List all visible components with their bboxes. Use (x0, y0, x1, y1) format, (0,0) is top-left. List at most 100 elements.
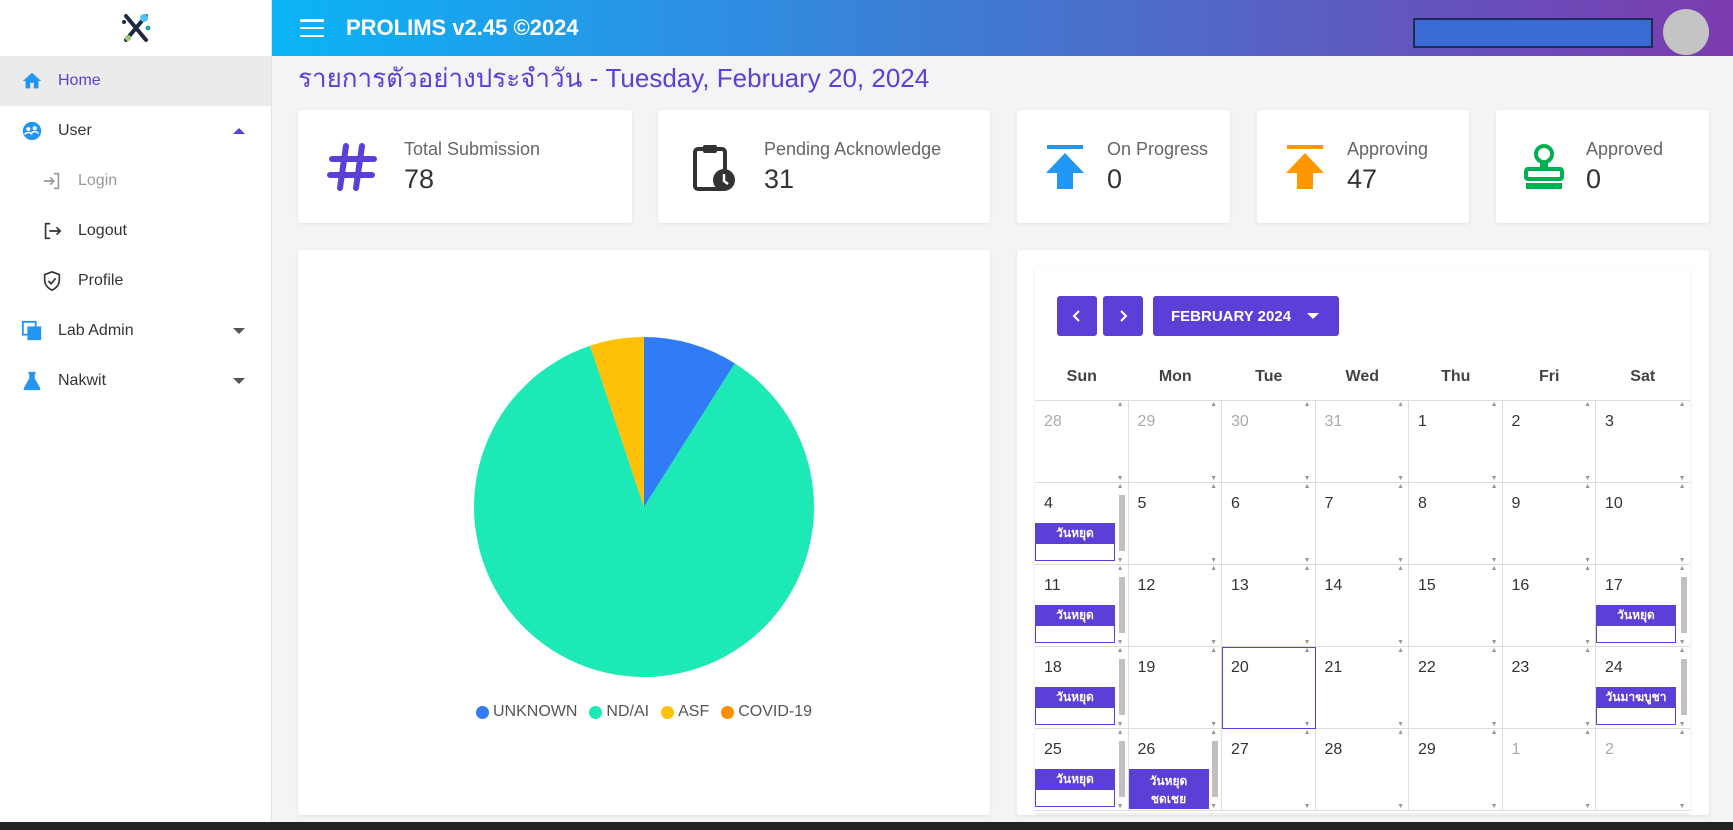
stat-value: 78 (404, 163, 435, 194)
legend-item-covid-19[interactable]: COVID-19 (721, 703, 812, 721)
calendar-day[interactable]: 11 วันหยุด ▲ ▼ (1035, 565, 1129, 647)
stat-card-approved[interactable]: Approved 0 (1496, 110, 1709, 223)
top-app-bar: PROLIMS v2.45 ©2024 (272, 0, 1733, 56)
calendar-day[interactable]: 25 วันหยุด ▲ ▼ (1035, 729, 1129, 811)
calendar-day[interactable]: 15 ▲ ▼ (1409, 565, 1503, 647)
sidebar-item-logout[interactable]: Logout (0, 206, 271, 256)
sidebar-item-nakwit[interactable]: Nakwit (0, 356, 271, 406)
calendar-next-button[interactable] (1103, 296, 1143, 336)
pie-slice-unknown[interactable] (644, 337, 735, 507)
sidebar-item-profile[interactable]: Profile (0, 256, 271, 306)
calendar-day[interactable]: 24 วันมาฆบูชา ▲ ▼ (1596, 647, 1690, 729)
calendar-day[interactable]: 18 วันหยุด ▲ ▼ (1035, 647, 1129, 729)
bottom-edge (0, 822, 1733, 830)
legend-item-asf[interactable]: ASF (661, 703, 709, 721)
calendar-day[interactable]: 1 ▲ ▼ (1409, 401, 1503, 483)
scrollbar[interactable] (1118, 577, 1125, 633)
calendar-day[interactable]: 21 ▲ ▼ (1315, 647, 1409, 729)
scrollbar[interactable] (1680, 659, 1687, 715)
calendar-day[interactable]: 28 ▲ ▼ (1035, 401, 1129, 483)
calendar-day[interactable]: 16 ▲ ▼ (1502, 565, 1596, 647)
chevron-down-icon[interactable] (233, 328, 245, 334)
calendar-day[interactable]: 5 ▲ ▼ (1128, 483, 1222, 565)
calendar-event-holiday[interactable]: วันหยุด (1035, 523, 1115, 561)
shield-check-icon (40, 269, 64, 293)
pie-chart (474, 337, 815, 677)
pie-slice-asf[interactable] (590, 337, 644, 507)
weekday-header: Mon (1158, 368, 1192, 385)
calendar-day[interactable]: 29 ▲ ▼ (1409, 729, 1503, 811)
sidebar-item-home[interactable]: Home (0, 56, 271, 106)
hamburger-menu-icon[interactable] (300, 19, 324, 37)
chevron-left-icon (1072, 310, 1080, 322)
app-logo[interactable] (0, 0, 271, 56)
calendar-day[interactable]: 26 วันหยุด ชดเชย ▲ ▼ (1128, 729, 1222, 811)
calendar-day[interactable]: 2 ▲ ▼ (1502, 401, 1596, 483)
sidebar-item-login[interactable]: Login (0, 156, 271, 206)
logout-icon (40, 219, 64, 243)
calendar-event-compensatory-holiday[interactable]: วันหยุด ชดเชย (1128, 769, 1209, 809)
avatar[interactable] (1663, 9, 1709, 55)
calendar-day[interactable]: 29 ▲ ▼ (1128, 401, 1222, 483)
calendar-day[interactable]: 2 ▲ ▼ (1596, 729, 1690, 811)
calendar-day[interactable]: 19 ▲ ▼ (1128, 647, 1222, 729)
legend-item-unknown[interactable]: UNKNOWN (475, 703, 577, 721)
chevron-up-icon[interactable] (233, 128, 245, 134)
stat-card-total-submission[interactable]: Total Submission 78 (298, 110, 632, 223)
scrollbar[interactable] (1118, 495, 1125, 551)
calendar-day[interactable]: 27 ▲ ▼ (1222, 729, 1316, 811)
stat-value: 31 (764, 163, 795, 194)
stat-value: 47 (1347, 163, 1378, 194)
scrollbar[interactable] (1118, 659, 1125, 715)
hash-icon (318, 132, 388, 202)
sidebar-item-lab-admin[interactable]: Lab Admin (0, 306, 271, 356)
stat-card-pending-acknowledge[interactable]: Pending Acknowledge 31 (658, 110, 990, 223)
scrollbar[interactable] (1212, 741, 1218, 797)
home-icon (20, 69, 44, 93)
calendar-event-makha-bucha[interactable]: วันมาฆบูชา (1596, 687, 1676, 725)
calendar-event-holiday[interactable]: วันหยุด (1035, 687, 1115, 725)
calendar-event-holiday[interactable]: วันหยุด (1035, 605, 1115, 643)
calendar-day[interactable]: 3 ▲ ▼ (1596, 401, 1690, 483)
calendar-week: 4 วันหยุด ▲ ▼ 5 ▲ ▼ 6 ▲ ▼ 7 ▲ ▼ 8 ▲ ▼ 9 ▲ ▼ 10 ▲ ▼ (1035, 483, 1690, 565)
user-group-icon (20, 119, 44, 143)
calendar-day[interactable]: 12 ▲ ▼ (1128, 565, 1222, 647)
calendar-day[interactable]: 22 ▲ ▼ (1409, 647, 1503, 729)
calendar-day-today[interactable]: 20 ▲ ▼ (1222, 647, 1316, 729)
sidebar-item-label: Lab Admin (58, 322, 134, 339)
chevron-down-icon[interactable] (233, 378, 245, 384)
calendar-day[interactable]: 7 ▲ ▼ (1315, 483, 1409, 565)
calendar-day[interactable]: 10 ▲ ▼ (1596, 483, 1690, 565)
calendar-day[interactable]: 8 ▲ ▼ (1409, 483, 1503, 565)
stat-card-on-progress[interactable]: On Progress 0 (1017, 110, 1230, 223)
weekday-header: Wed (1345, 368, 1379, 385)
calendar-prev-button[interactable] (1057, 296, 1097, 336)
calendar-day[interactable]: 30 ▲ ▼ (1222, 401, 1316, 483)
calendar-day[interactable]: 31 ▲ ▼ (1315, 401, 1409, 483)
user-info-box[interactable] (1413, 18, 1653, 48)
pie-slice-nd-ai[interactable] (474, 345, 815, 677)
calendar-event-holiday[interactable]: วันหยุด (1035, 769, 1115, 807)
scrollbar[interactable] (1118, 741, 1125, 797)
sidebar-item-label: Nakwit (58, 372, 107, 389)
calendar-day[interactable]: 17 วันหยุด ▲ ▼ (1596, 565, 1690, 647)
calendar-day[interactable]: 28 ▲ ▼ (1315, 729, 1409, 811)
calendar-day[interactable]: 4 วันหยุด ▲ ▼ (1035, 483, 1129, 565)
calendar-day[interactable]: 23 ▲ ▼ (1502, 647, 1596, 729)
upload-arrow-icon (1037, 132, 1093, 202)
calendar-day[interactable]: 9 ▲ ▼ (1502, 483, 1596, 565)
sidebar-item-label: Home (58, 72, 101, 89)
calendar-event-holiday[interactable]: วันหยุด (1596, 605, 1676, 643)
calendar-day[interactable]: 14 ▲ ▼ (1315, 565, 1409, 647)
legend-item-nd-ai[interactable]: ND/AI (589, 703, 649, 721)
calendar-day[interactable]: 1 ▲ ▼ (1502, 729, 1596, 811)
calendar-day[interactable]: 6 ▲ ▼ (1222, 483, 1316, 565)
sidebar-item-user[interactable]: User (0, 106, 271, 156)
stat-card-approving[interactable]: Approving 47 (1257, 110, 1469, 223)
calendar-day[interactable]: 13 ▲ ▼ (1222, 565, 1316, 647)
stat-value: 0 (1107, 163, 1123, 194)
calendar-month-select[interactable]: FEBRUARY 2024 (1153, 296, 1339, 336)
sidebar-item-label: Profile (78, 272, 124, 289)
scrollbar[interactable] (1680, 577, 1687, 633)
layers-icon (20, 319, 44, 343)
